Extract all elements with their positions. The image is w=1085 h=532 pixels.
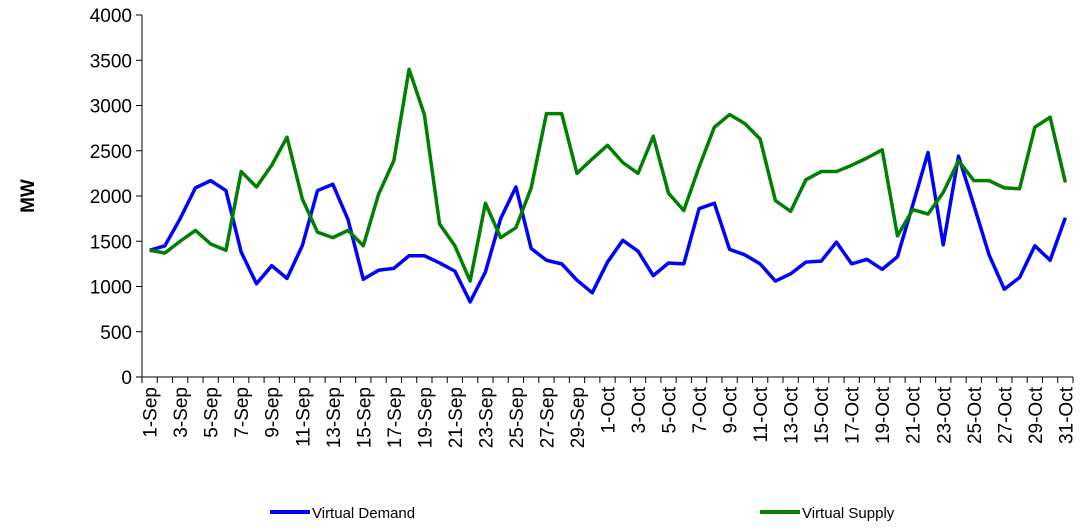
x-tick-label: 17-Oct	[843, 386, 864, 444]
x-tick-label: 25-Oct	[965, 386, 986, 444]
y-tick-label: 4000	[90, 6, 132, 27]
x-tick-label: 31-Oct	[1056, 386, 1077, 444]
x-tick-label: 13-Oct	[782, 386, 803, 444]
x-tick-label: 25-Sep	[507, 387, 528, 448]
x-tick-label: 3-Sep	[171, 387, 192, 438]
x-tick-label: 19-Sep	[415, 387, 436, 448]
x-tick-label: 1-Sep	[141, 387, 162, 438]
y-tick-label: 500	[100, 323, 132, 344]
x-tick-label: 21-Oct	[904, 386, 925, 444]
x-tick-label: 29-Sep	[568, 387, 589, 448]
x-tick-label: 9-Sep	[263, 387, 284, 438]
y-axis-label: MW	[18, 179, 39, 213]
x-tick-label: 9-Oct	[721, 386, 742, 433]
y-tick-label: 3500	[90, 51, 132, 72]
x-tick-label: 21-Sep	[446, 387, 467, 448]
x-tick-label: 15-Sep	[354, 387, 375, 448]
series-line	[149, 67, 1068, 283]
x-tick-label: 11-Sep	[293, 387, 314, 447]
y-tick-label: 3000	[90, 97, 132, 118]
legend-label: Virtual Demand	[312, 505, 415, 522]
x-tick-label: 5-Sep	[202, 387, 223, 438]
y-tick-label: 2500	[90, 142, 132, 163]
series-line	[149, 150, 1068, 304]
y-tick-label: 0	[121, 368, 132, 389]
x-tick-label: 23-Oct	[934, 386, 955, 444]
y-tick-label: 2000	[90, 187, 132, 208]
x-tick-label: 1-Oct	[599, 386, 620, 433]
x-tick-label: 27-Sep	[537, 387, 558, 448]
x-tick-label: 15-Oct	[812, 386, 833, 444]
x-tick-label: 17-Sep	[385, 387, 406, 448]
x-tick-label: 13-Sep	[324, 387, 345, 448]
x-tick-label: 23-Sep	[476, 387, 497, 448]
x-tick-label: 19-Oct	[873, 386, 894, 444]
legend-label: Virtual Supply	[802, 505, 895, 522]
x-tick-label: 7-Sep	[232, 387, 253, 438]
x-tick-label: 11-Oct	[751, 386, 772, 442]
x-tick-label: 5-Oct	[660, 386, 681, 433]
x-tick-label: 29-Oct	[1026, 386, 1047, 444]
x-tick-label: 27-Oct	[995, 386, 1016, 444]
x-tick-label: 3-Oct	[629, 386, 650, 433]
y-tick-label: 1000	[90, 278, 132, 299]
y-tick-label: 1500	[90, 232, 132, 253]
x-tick-label: 7-Oct	[690, 386, 711, 433]
